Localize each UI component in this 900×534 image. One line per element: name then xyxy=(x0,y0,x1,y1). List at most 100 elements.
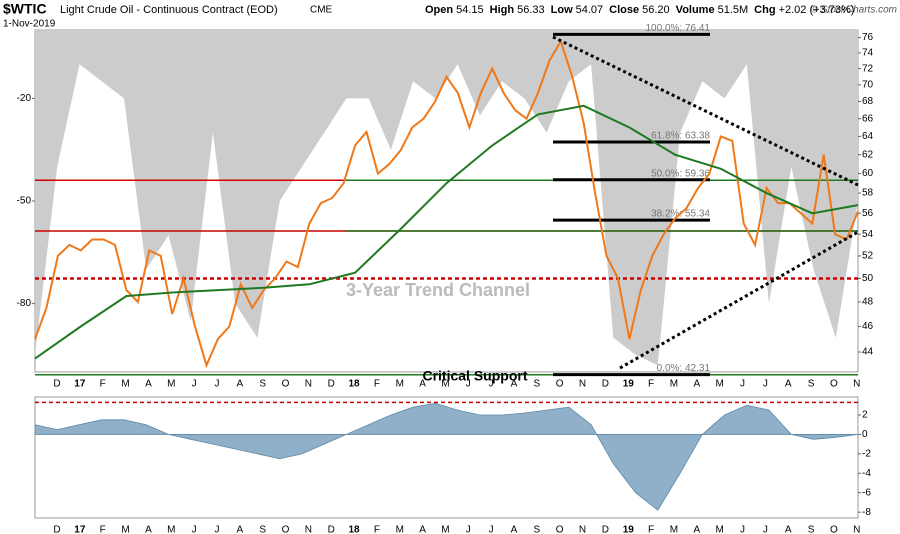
y-tick-label: 54 xyxy=(862,229,874,240)
y-tick-label: 46 xyxy=(862,321,874,332)
x-tick-label: M xyxy=(441,525,449,534)
x-tick-label: N xyxy=(305,379,312,390)
fib-label: 0.0%: 42.31 xyxy=(657,363,711,374)
price-line xyxy=(34,104,859,360)
x-tick-label: F xyxy=(100,525,106,534)
y-tick-label: 44 xyxy=(862,347,874,358)
x-tick-label: M xyxy=(396,525,404,534)
y2-tick-label: -50 xyxy=(17,196,32,207)
y-tick-label: -2 xyxy=(862,448,871,459)
indicator-area xyxy=(35,30,858,366)
y-tick-label: 56 xyxy=(862,208,874,219)
trendline xyxy=(619,230,859,370)
x-tick-label: A xyxy=(693,525,700,534)
exchange: CME xyxy=(310,5,333,16)
x-tick-label: J xyxy=(763,525,768,534)
price-line xyxy=(34,38,859,369)
x-tick-label: A xyxy=(785,525,792,534)
chart-title: $WTIC xyxy=(3,1,47,17)
date: 1-Nov-2019 xyxy=(3,19,56,30)
x-tick-label: M xyxy=(396,379,404,390)
x-tick-label: N xyxy=(853,525,860,534)
y-tick-label: 48 xyxy=(862,297,874,308)
x-tick-label: D xyxy=(328,379,335,390)
chart-subtitle: Light Crude Oil - Continuous Contract (E… xyxy=(60,4,278,16)
quote-label: Low xyxy=(551,4,573,16)
x-tick-label: 19 xyxy=(623,525,635,534)
x-tick-label: S xyxy=(534,379,541,390)
x-tick-label: J xyxy=(192,525,197,534)
y-tick-label: 60 xyxy=(862,168,874,179)
x-tick-label: N xyxy=(853,379,860,390)
y-tick-label: 2 xyxy=(862,410,868,421)
x-tick-label: S xyxy=(808,525,815,534)
x-tick-label: J xyxy=(763,379,768,390)
x-tick-label: A xyxy=(419,379,426,390)
quote-value: 54.07 xyxy=(576,4,604,16)
x-tick-label: S xyxy=(534,525,541,534)
x-tick-label: 17 xyxy=(74,525,86,534)
x-tick-label: F xyxy=(374,379,380,390)
x-tick-label: D xyxy=(602,379,609,390)
x-tick-label: O xyxy=(830,379,838,390)
x-tick-label: 17 xyxy=(74,379,86,390)
x-tick-label: 18 xyxy=(348,379,360,390)
x-tick-label: O xyxy=(556,525,564,534)
x-tick-label: M xyxy=(715,525,723,534)
x-tick-label: M xyxy=(167,379,175,390)
x-tick-label: S xyxy=(259,379,266,390)
quote-value: 54.15 xyxy=(456,4,484,16)
quote-label: High xyxy=(490,4,515,16)
fib-label: 100.0%: 76.41 xyxy=(646,23,711,34)
y-tick-label: 68 xyxy=(862,96,874,107)
x-tick-label: J xyxy=(466,379,471,390)
x-tick-label: M xyxy=(121,379,129,390)
quote-label: Open xyxy=(425,4,453,16)
x-tick-label: A xyxy=(236,525,243,534)
x-tick-label: D xyxy=(328,525,335,534)
x-tick-label: F xyxy=(648,379,654,390)
y-tick-label: 74 xyxy=(862,48,874,59)
x-tick-label: D xyxy=(53,379,60,390)
x-tick-label: J xyxy=(740,525,745,534)
x-tick-label: M xyxy=(167,525,175,534)
x-tick-label: A xyxy=(145,525,152,534)
x-tick-label: F xyxy=(648,525,654,534)
quote-value: +2.02 (+3.73%) xyxy=(779,4,855,16)
x-tick-label: F xyxy=(100,379,106,390)
x-tick-label: N xyxy=(305,525,312,534)
y-tick-label: 52 xyxy=(862,251,874,262)
x-tick-label: A xyxy=(145,379,152,390)
y-tick-label: 76 xyxy=(862,32,874,43)
x-tick-label: D xyxy=(602,525,609,534)
x-tick-label: J xyxy=(214,525,219,534)
quote-value: 56.33 xyxy=(517,4,545,16)
x-tick-label: A xyxy=(693,379,700,390)
x-tick-label: A xyxy=(785,379,792,390)
x-tick-label: M xyxy=(121,525,129,534)
x-tick-label: J xyxy=(466,525,471,534)
y-tick-label: 72 xyxy=(862,63,874,74)
x-tick-label: D xyxy=(53,525,60,534)
fib-label: 61.8%: 63.38 xyxy=(651,131,710,142)
x-tick-label: O xyxy=(830,525,838,534)
quote-label: Chg xyxy=(754,4,775,16)
x-tick-label: M xyxy=(670,379,678,390)
y-tick-label: 0 xyxy=(862,429,868,440)
x-tick-label: 18 xyxy=(348,525,360,534)
x-tick-label: A xyxy=(511,379,518,390)
x-tick-label: S xyxy=(259,525,266,534)
x-tick-label: M xyxy=(670,525,678,534)
x-tick-label: N xyxy=(579,525,586,534)
fib-label: 50.0%: 59.36 xyxy=(651,168,710,179)
quote-label: Close xyxy=(609,4,639,16)
x-tick-label: O xyxy=(282,379,290,390)
x-tick-label: J xyxy=(740,379,745,390)
x-tick-label: M xyxy=(715,379,723,390)
credit: © StockCharts.com xyxy=(811,5,897,16)
x-tick-label: J xyxy=(192,379,197,390)
y-tick-label: 66 xyxy=(862,113,874,124)
x-tick-label: J xyxy=(489,525,494,534)
x-tick-label: 19 xyxy=(623,379,635,390)
